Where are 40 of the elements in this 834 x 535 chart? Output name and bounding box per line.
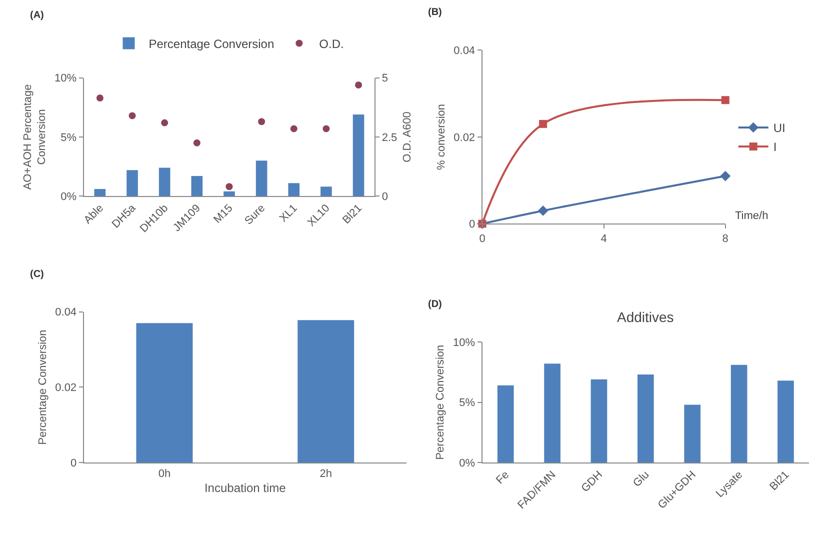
y2-tick-label: 2.5	[382, 132, 398, 144]
x-axis-title: Time/h	[735, 210, 768, 222]
x-tick-label: 0	[479, 232, 486, 245]
y-tick-label: 5%	[459, 397, 476, 410]
y2-tick-label: 0	[382, 190, 388, 203]
chart-title: (C)	[30, 269, 44, 280]
x-tick-label: 0h	[158, 468, 171, 480]
legend-label: Percentage Conversion	[148, 36, 274, 51]
y-tick-label: 0	[70, 458, 77, 470]
chart-title: (A)	[30, 10, 44, 21]
x-tick-label: Sure	[242, 202, 268, 228]
y-tick-label: 0.04	[454, 45, 476, 58]
legend-label: I	[773, 140, 777, 154]
y-tick-label: 10%	[54, 72, 77, 85]
y-axis-title: Percentage Conversion	[36, 330, 49, 445]
x-axis-title: Incubation time	[204, 480, 286, 495]
legend-label: UI	[773, 121, 786, 136]
x-tick-label: 2h	[320, 468, 332, 480]
x-tick-label: Bl21	[340, 202, 365, 226]
y-tick-label: 0.04	[55, 306, 77, 319]
x-tick-label: Fe	[494, 468, 512, 486]
x-tick-label: XL1	[278, 202, 300, 225]
y-tick-label: 0%	[60, 190, 77, 203]
y-axis-title: % conversion	[435, 104, 448, 170]
chart-title: (B)	[428, 7, 442, 18]
y-tick-label: 0.02	[55, 382, 77, 394]
chart-title: (D)	[428, 299, 442, 310]
y-tick-label: 10%	[453, 336, 476, 349]
y-axis-title: AO+AOH Percentage Conversion	[22, 84, 48, 190]
chart-subtitle: Additives	[617, 309, 674, 325]
y-tick-label: 0%	[459, 458, 476, 470]
y-tick-label: 0.02	[454, 132, 476, 144]
x-tick-label: 4	[600, 232, 607, 245]
y2-axis-title: O.D. A600	[401, 112, 414, 162]
x-tick-label: 8	[722, 232, 728, 245]
x-tick-label: Glu	[631, 468, 652, 490]
y-tick-label: 5%	[60, 132, 77, 144]
legend-label: O.D.	[319, 36, 344, 51]
y2-tick-label: 5	[382, 72, 388, 85]
y-axis-title: Percentage Conversion	[434, 344, 447, 460]
